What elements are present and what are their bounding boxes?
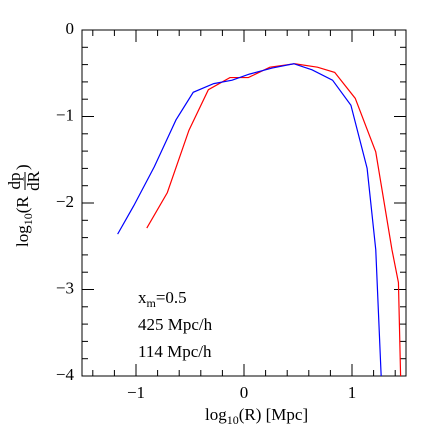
y-tick-label: −4	[56, 365, 75, 384]
y-label-open: (R	[13, 196, 32, 214]
y-label-sub: 10	[21, 213, 35, 225]
annotation-sub: m	[147, 296, 157, 310]
legend-label: 425 Mpc/h	[138, 315, 213, 334]
x-tick-label: −1	[127, 383, 145, 402]
y-tick-label: −3	[56, 278, 74, 297]
annotation-rest: =0.5	[156, 288, 187, 307]
y-label-close: )	[13, 164, 32, 170]
x-label-sub: 10	[227, 413, 239, 427]
annotation: xm=0.5	[138, 288, 187, 310]
x-axis-label: log10(R) [Mpc]	[205, 405, 308, 427]
y-label-prefix: log	[13, 225, 32, 247]
plot-frame	[81, 29, 407, 377]
x-label-prefix: log	[205, 405, 227, 424]
y-label-main: log10(R	[13, 196, 35, 247]
x-tick-label: 0	[240, 383, 249, 402]
legend-label: 114 Mpc/h	[138, 342, 212, 361]
y-tick-label: −1	[56, 105, 74, 124]
series-line	[117, 63, 382, 377]
annotation-base: x	[138, 288, 147, 307]
x-tick-label: 1	[348, 383, 357, 402]
y-tick-label: 0	[66, 19, 75, 38]
y-tick-label: −2	[56, 192, 74, 211]
y-label-denominator: dR	[24, 170, 43, 191]
y-label-numerator: dp	[5, 173, 24, 190]
y-axis-label: log10(R dp dR )	[5, 164, 43, 247]
x-label-rest: (R) [Mpc]	[239, 405, 308, 424]
